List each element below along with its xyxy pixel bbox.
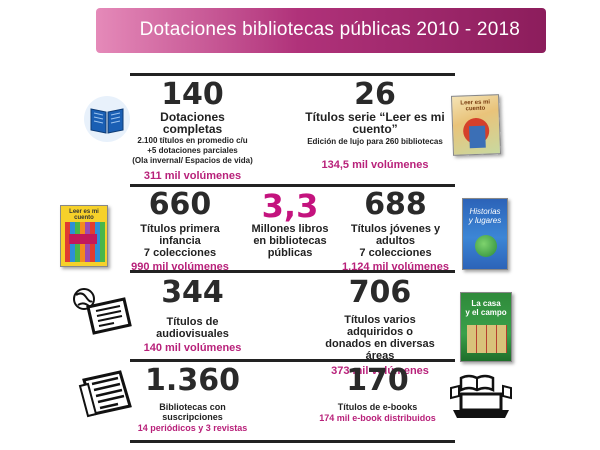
stat-varios: 706 Títulos varios adquiridos o donados … bbox=[315, 275, 445, 378]
stat-value: 344 bbox=[161, 275, 224, 310]
stat-jovenes: 688 Títulos jóvenes y adultos 7 coleccio… bbox=[338, 187, 453, 274]
stat-label: Bibliotecas con suscripciones bbox=[159, 402, 226, 422]
stat-value: 3,3 bbox=[261, 187, 319, 225]
book-cover-infancia-icon: Leer es mi cuento bbox=[60, 205, 108, 267]
stat-label: cuento” bbox=[352, 122, 398, 136]
stat-volume: 134,5 mil volúmenes bbox=[321, 159, 429, 171]
laptop-ebook-icon bbox=[447, 372, 515, 420]
stat-label: 7 colecciones bbox=[359, 247, 432, 259]
book-cover-leer-icon: Leer es mi cuento bbox=[450, 94, 502, 156]
stat-value: 140 bbox=[161, 77, 224, 112]
stat-label: Títulos de e-books bbox=[337, 402, 418, 412]
stat-label: Títulos serie “Leer es mi bbox=[305, 110, 445, 124]
stat-leer: 26 Títulos serie “Leer es mi cuento” Edi… bbox=[305, 77, 445, 172]
book-cover-historias-icon: Historias y lugares bbox=[462, 198, 508, 270]
stat-detail: Edición de lujo para 260 bibliotecas bbox=[307, 137, 443, 146]
stat-detail: 2.100 títulos en promedio c/u bbox=[137, 136, 248, 145]
stat-detail: +5 dotaciones parciales bbox=[147, 146, 238, 155]
divider bbox=[130, 359, 455, 362]
stat-dotaciones: 140 Dotaciones completas 2.100 títulos e… bbox=[130, 77, 255, 183]
page-title: Dotaciones bibliotecas públicas 2010 - 2… bbox=[139, 19, 520, 40]
divider bbox=[130, 184, 455, 187]
stat-audiovisuales: 344 Títulos de audiovisuales 140 mil vol… bbox=[130, 275, 255, 355]
stat-label: Títulos jóvenes y adultos bbox=[350, 223, 441, 247]
stat-value: 660 bbox=[148, 187, 212, 222]
stat-infancia: 660 Títulos primera infancia 7 coleccion… bbox=[125, 187, 235, 274]
stat-value: 26 bbox=[354, 77, 396, 112]
stat-label: Millones libros bbox=[251, 223, 329, 235]
stat-volume: 1.124 mil volúmenes bbox=[342, 261, 449, 273]
stat-detail: (Ola invernal/ Espacios de vida) bbox=[132, 156, 253, 165]
stat-volume: 140 mil volúmenes bbox=[143, 342, 242, 354]
newspaper-icon bbox=[78, 368, 136, 420]
globe-newspaper-icon bbox=[72, 285, 132, 335]
divider bbox=[130, 73, 455, 76]
stat-value: 1.360 bbox=[145, 363, 240, 398]
stat-label: en bibliotecas bbox=[253, 235, 327, 247]
stat-label: Títulos primera infancia bbox=[140, 223, 220, 247]
stat-volume: 990 mil volúmenes bbox=[131, 261, 229, 273]
stat-label: Dotaciones completas bbox=[160, 110, 225, 136]
stat-value: 170 bbox=[346, 363, 409, 398]
stat-label: Títulos de audiovisuales bbox=[156, 316, 229, 340]
stat-label: donados en diversas áreas bbox=[325, 338, 435, 362]
divider bbox=[130, 270, 455, 273]
book-cover-casa-icon: La casa y el campo bbox=[460, 292, 512, 362]
stat-ebooks: 170 Títulos de e-books 174 mil e-book di… bbox=[315, 363, 440, 424]
stat-value: 688 bbox=[364, 187, 427, 222]
stat-label: Títulos varios adquiridos o bbox=[344, 314, 416, 338]
open-book-icon bbox=[83, 95, 131, 143]
stat-millones: 3,3 Millones libros en bibliotecas públi… bbox=[245, 190, 335, 259]
stat-label: públicas bbox=[267, 247, 313, 259]
stat-label: 7 colecciones bbox=[143, 247, 217, 259]
divider bbox=[130, 440, 455, 443]
stat-volume: 174 mil e-book distribuidos bbox=[319, 413, 436, 423]
stat-volume: 14 periódicos y 3 revistas bbox=[137, 423, 248, 433]
stat-value: 706 bbox=[348, 275, 412, 310]
stat-suscripciones: 1.360 Bibliotecas con suscripciones 14 p… bbox=[130, 363, 255, 434]
header-banner: Dotaciones bibliotecas públicas 2010 - 2… bbox=[96, 8, 546, 53]
stat-volume: 311 mil volúmenes bbox=[143, 170, 242, 182]
stat-volume: 373 mil volúmenes bbox=[331, 365, 429, 377]
